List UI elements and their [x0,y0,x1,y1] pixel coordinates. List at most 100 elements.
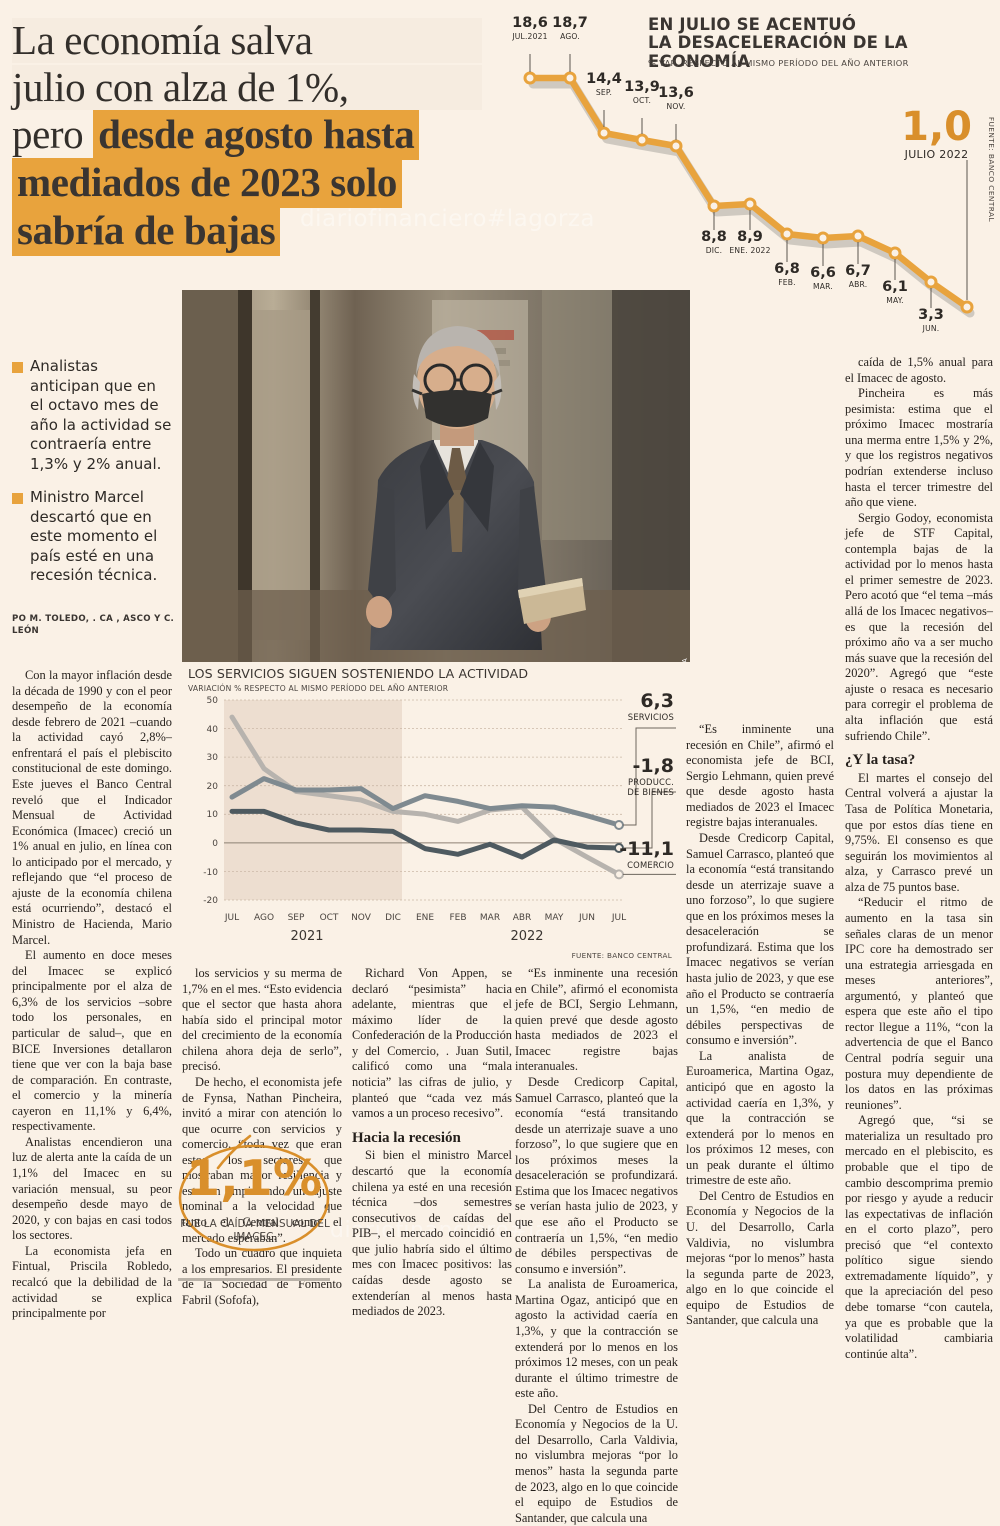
svg-text:NOV: NOV [351,913,372,923]
chart-top-label-7: 6,8 FEB. [774,261,800,287]
chart-top-label-0: 18,6 JUL.2021 [512,15,548,41]
svg-text:JUN: JUN [578,913,595,923]
paragraph: Desde Credicorp Capital, Samuel Carrasco… [686,830,834,1048]
paragraph: Analistas encendieron una luz de alerta … [12,1134,172,1243]
chart-top-subtitle: % VAR. RESPECTO AL MISMO PERÍODO DEL AÑO… [648,58,909,68]
svg-text:30: 30 [207,753,219,763]
chart-top-plot [523,54,975,318]
headline-line-3: pero desde agosto hasta [12,110,482,161]
svg-text:JUL: JUL [224,913,239,923]
paragraph: Richard Von Appen, se declaró “pesimista… [352,966,512,1121]
paragraph: Desde Credicorp Capital, Samuel Carrasco… [515,1074,678,1276]
paragraph: El aumento en doce meses del Imacec se e… [12,948,172,1134]
photo-marcel: MIN. DE HACIENDA [182,290,690,662]
paragraph: Del Centro de Estudios en Economía y Neg… [686,1188,834,1328]
paragraph: Del Centro de Estudios en Economía y Neg… [515,1401,678,1525]
bullet-text: Analistas anticipan que en el octavo mes… [30,357,172,473]
chart-bottom-series-bienes [229,808,622,860]
bullet-item: Ministro Marcel descartó que en este mom… [12,488,172,586]
svg-text:0: 0 [212,839,218,849]
chart-top-label-11: 3,3 JUN. [918,307,944,333]
chart-bottom-endpoints [614,820,624,880]
svg-text:OCT: OCT [320,913,339,923]
headline-line-3-plain: pero [12,111,94,158]
svg-text:AGO: AGO [254,913,274,923]
chart-top-label-1: 18,7 AGO. [552,15,588,41]
paragraph: “Reducir el ritmo de aumento en la tasa … [845,895,993,1112]
headline-line-1: La economía salva [12,17,482,64]
paragraph: La analista de Euroamerica, Martina Ogaz… [515,1277,678,1401]
byline: PO M. TOLEDO, . CA , ASCO Y C. LEÓN [12,614,175,636]
chart-top-label-5: 8,8 DIC. [701,229,727,255]
svg-text:MAY: MAY [545,913,564,923]
svg-text:ABR: ABR [513,913,532,923]
paragraph: los servicios y su merma de 1,7% en el m… [182,966,342,1074]
callout-rule [178,1278,330,1281]
svg-text:20: 20 [207,782,219,792]
chart-top-label-3: 13,9 OCT. [624,79,660,105]
chart-bottom-plot: 50 40 30 20 10 0 -10 -20 [203,696,676,944]
chart-bottom-annotation-servicios: 6,3 SERVICIOS [627,690,674,722]
paragraph: Con la mayor inflación desde la década d… [12,668,172,947]
paragraph: Agregó que, “si se materializa un result… [845,1113,993,1361]
svg-text:-20: -20 [203,896,218,906]
section-heading-hacia-la-recesion: Hacia la recesión [352,1129,461,1146]
headline-line-3-highlight: desde agosto hasta [93,110,420,161]
headline-line-5-highlight: sabría de bajas [12,206,281,257]
paragraph: Sergio Godoy, economista jefe de STF Cap… [845,510,993,743]
chart-top-label-9: 6,7 ABR. [845,263,871,289]
callout-caption: FUE LA CAÍDA MENSUAL DEL IMACEC. [180,1218,330,1243]
headline-line-5: sabría de bajas [12,206,482,257]
chart-top-markers [523,71,974,314]
paragraph: El martes el consejo del Central volverá… [845,770,993,894]
bullet-square-icon [12,493,23,504]
chart-top-title-line1: EN JULIO SE ACENTUÓ [648,15,857,34]
svg-text:FEB: FEB [449,913,466,923]
chart-imacec-top: EN JULIO SE ACENTUÓ LA DESACELERACIÓN DE… [486,0,1000,352]
paragraph: De hecho, el economista jefe de Fynsa, N… [182,1074,342,1245]
headline: La economía salva julio con alza de 1%, … [12,17,482,257]
chart-top-leaders [529,54,968,308]
svg-text:SEP: SEP [288,913,305,923]
chart-top-label-4: 13,6 NOV. [658,85,694,111]
callout-circle-icon [178,1134,330,1252]
body-column-3: Richard Von Appen, se declaró “pesimista… [352,966,512,1320]
chart-bottom-series-servicios [229,776,622,828]
body-column-1: Con la mayor inflación desde la década d… [12,668,172,1322]
photo-credit: MIN. DE HACIENDA [681,658,689,662]
bullet-text: Ministro Marcel descartó que en este mom… [30,488,158,584]
svg-text:2022: 2022 [510,929,543,944]
svg-text:DIC: DIC [385,913,401,923]
paragraph: Si bien el ministro Marcel descartó que … [352,1148,512,1319]
chart-top-label-2: 14,4 SEP. [586,71,622,97]
chart-top-title: EN JULIO SE ACENTUÓ LA DESACELERACIÓN DE… [648,15,988,71]
body-column-6: caída de 1,5% anual para el Imacec de ag… [845,355,993,1362]
section-heading-y-la-tasa: ¿Y la tasa? [845,752,916,769]
chart-top-label-10: 6,1 MAY. [882,279,908,305]
headline-line-4-highlight: mediados de 2023 solo [12,158,402,209]
svg-text:ENE: ENE [416,913,434,923]
callout-imacec-drop: 1,1% FUE LA CAÍDA MENSUAL DEL IMACEC. [178,1122,338,1287]
svg-text:-10: -10 [203,868,218,878]
chart-top-label-8: 6,6 MAR. [810,265,836,291]
body-column-4: “Es inminente una recesión en Chile”, af… [515,966,678,1526]
chart-bottom-xticks: JUL AGO SEP OCT NOV DIC ENE FEB MAR ABR … [224,913,626,923]
svg-text:MAR: MAR [480,913,500,923]
chart-sectores-bottom: LOS SERVICIOS SIGUEN SOSTENIENDO LA ACTI… [182,662,678,964]
chart-top-label-6: 8,9 ENE. 2022 [729,229,771,255]
chart-top-title-line2: LA DESACELERACIÓN DE LA ECONOMÍA [648,33,908,71]
svg-text:2021: 2021 [290,929,323,944]
newspaper-page: MIN. DE HACIENDA La economía salva julio… [12,0,1000,1525]
chart-bottom-annotation-comercio: -11,1 COMERCIO [619,838,674,870]
headline-line-4: mediados de 2023 solo [12,158,482,209]
paragraph: Pincheira es más pesimista: estima que e… [845,386,993,510]
chart-bottom-connectors [623,727,676,875]
paragraph: “Es inminente una recesión en Chile”, af… [686,722,834,830]
body-column-5: “Es inminente una recesión en Chile”, af… [686,722,834,1329]
paragraph: caída de 1,5% anual para el Imacec de ag… [845,355,993,385]
chart-bottom-yticks: 50 40 30 20 10 0 -10 -20 [203,696,218,906]
chart-bottom-shade-2021 [224,700,402,900]
chart-top-highlight: 1,0 JULIO 2022 [901,104,972,161]
paragraph: La analista de Euroamerica, Martina Ogaz… [686,1048,834,1188]
bullet-list: Analistas anticipan que en el octavo mes… [12,357,172,600]
